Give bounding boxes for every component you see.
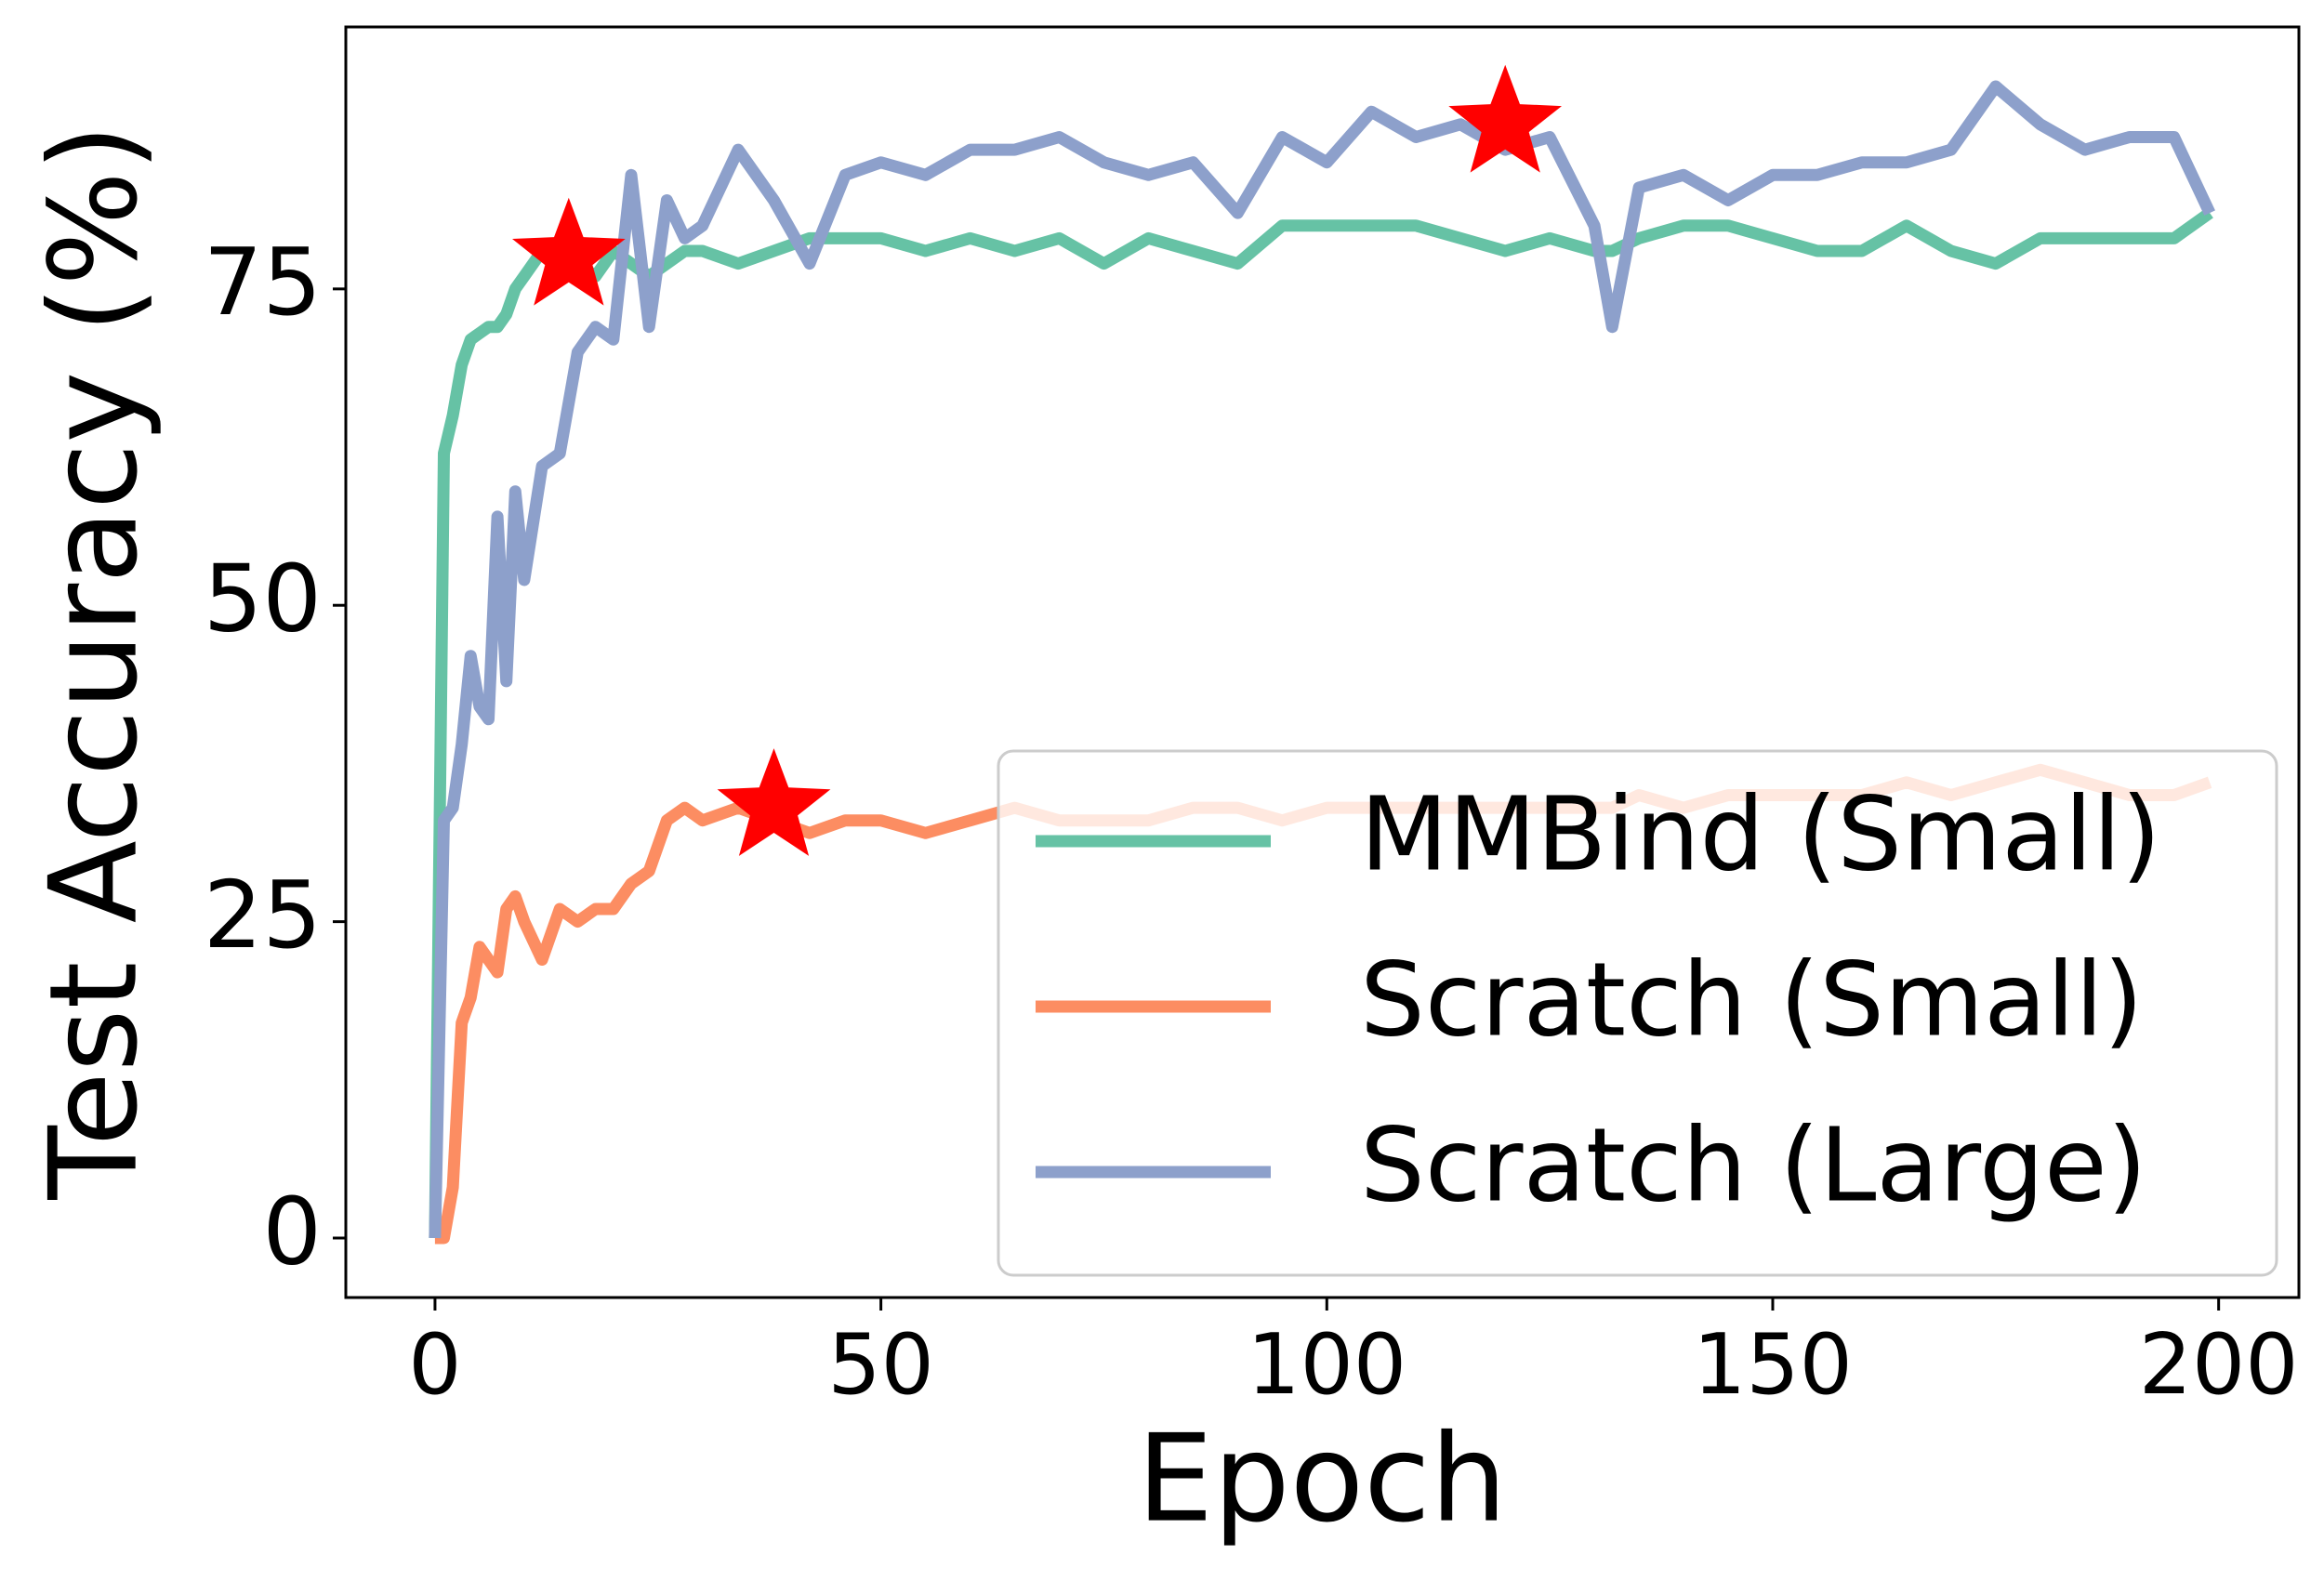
y-tick-label: 25 — [204, 861, 322, 969]
x-tick-label: 150 — [1693, 1316, 1853, 1414]
legend-label: MMBind (Small) — [1360, 774, 2161, 893]
series-line — [429, 207, 2213, 1239]
x-tick-label: 0 — [408, 1316, 461, 1414]
y-tick-label: 75 — [204, 228, 322, 336]
frame — [344, 25, 2301, 1299]
best-point — [512, 197, 626, 306]
y-tick-label: 0 — [262, 1177, 322, 1285]
y-axis-label: Test Accuracy (%) — [23, 124, 165, 1200]
x-axis-label: Epoch — [1137, 1408, 1507, 1549]
best-point — [1448, 64, 1562, 173]
best-point — [717, 748, 831, 856]
series-line — [429, 80, 2215, 1239]
x-tick-label: 100 — [1247, 1316, 1406, 1414]
legend-label: Scratch (Small) — [1360, 940, 2144, 1059]
y-tick-label: 50 — [204, 545, 322, 653]
x-tick-label: 200 — [2139, 1316, 2299, 1414]
x-tick-label: 50 — [827, 1316, 934, 1414]
legend: MMBind (Small) Scratch (Small) Scratch (La… — [997, 749, 2278, 1277]
legend-label: Scratch (Large) — [1360, 1105, 2147, 1224]
legend-box — [997, 749, 2278, 1277]
